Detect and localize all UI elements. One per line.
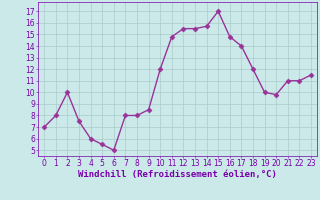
X-axis label: Windchill (Refroidissement éolien,°C): Windchill (Refroidissement éolien,°C): [78, 170, 277, 179]
